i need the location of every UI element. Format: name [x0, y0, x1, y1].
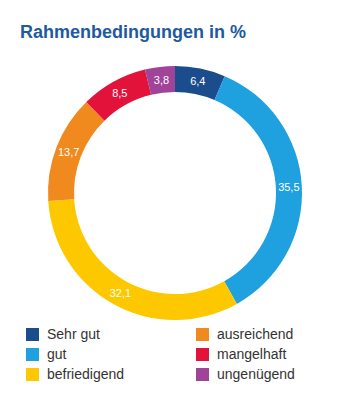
html-text:Rahmenbedingungen in %: Rahmenbedingungen in % — [20, 22, 246, 42]
svg-text:8,5: 8,5 — [112, 87, 127, 99]
html-text:Sehr gut: Sehr gut — [47, 326, 100, 342]
svg-text:6,4: 6,4 — [190, 75, 205, 87]
html-text:ausreichend: ausreichend — [217, 326, 294, 342]
html-text:gut: gut — [47, 346, 67, 362]
svg-text:3,8: 3,8 — [154, 74, 169, 86]
svg-text:13,7: 13,7 — [58, 146, 79, 158]
html-text:befriedigend: befriedigend — [47, 366, 125, 382]
html-text:mangelhaft: mangelhaft — [217, 346, 287, 362]
svg-text:35,5: 35,5 — [278, 181, 299, 193]
html-text:ungenügend: ungenügend — [217, 366, 295, 382]
svg-text:32,1: 32,1 — [110, 287, 131, 299]
